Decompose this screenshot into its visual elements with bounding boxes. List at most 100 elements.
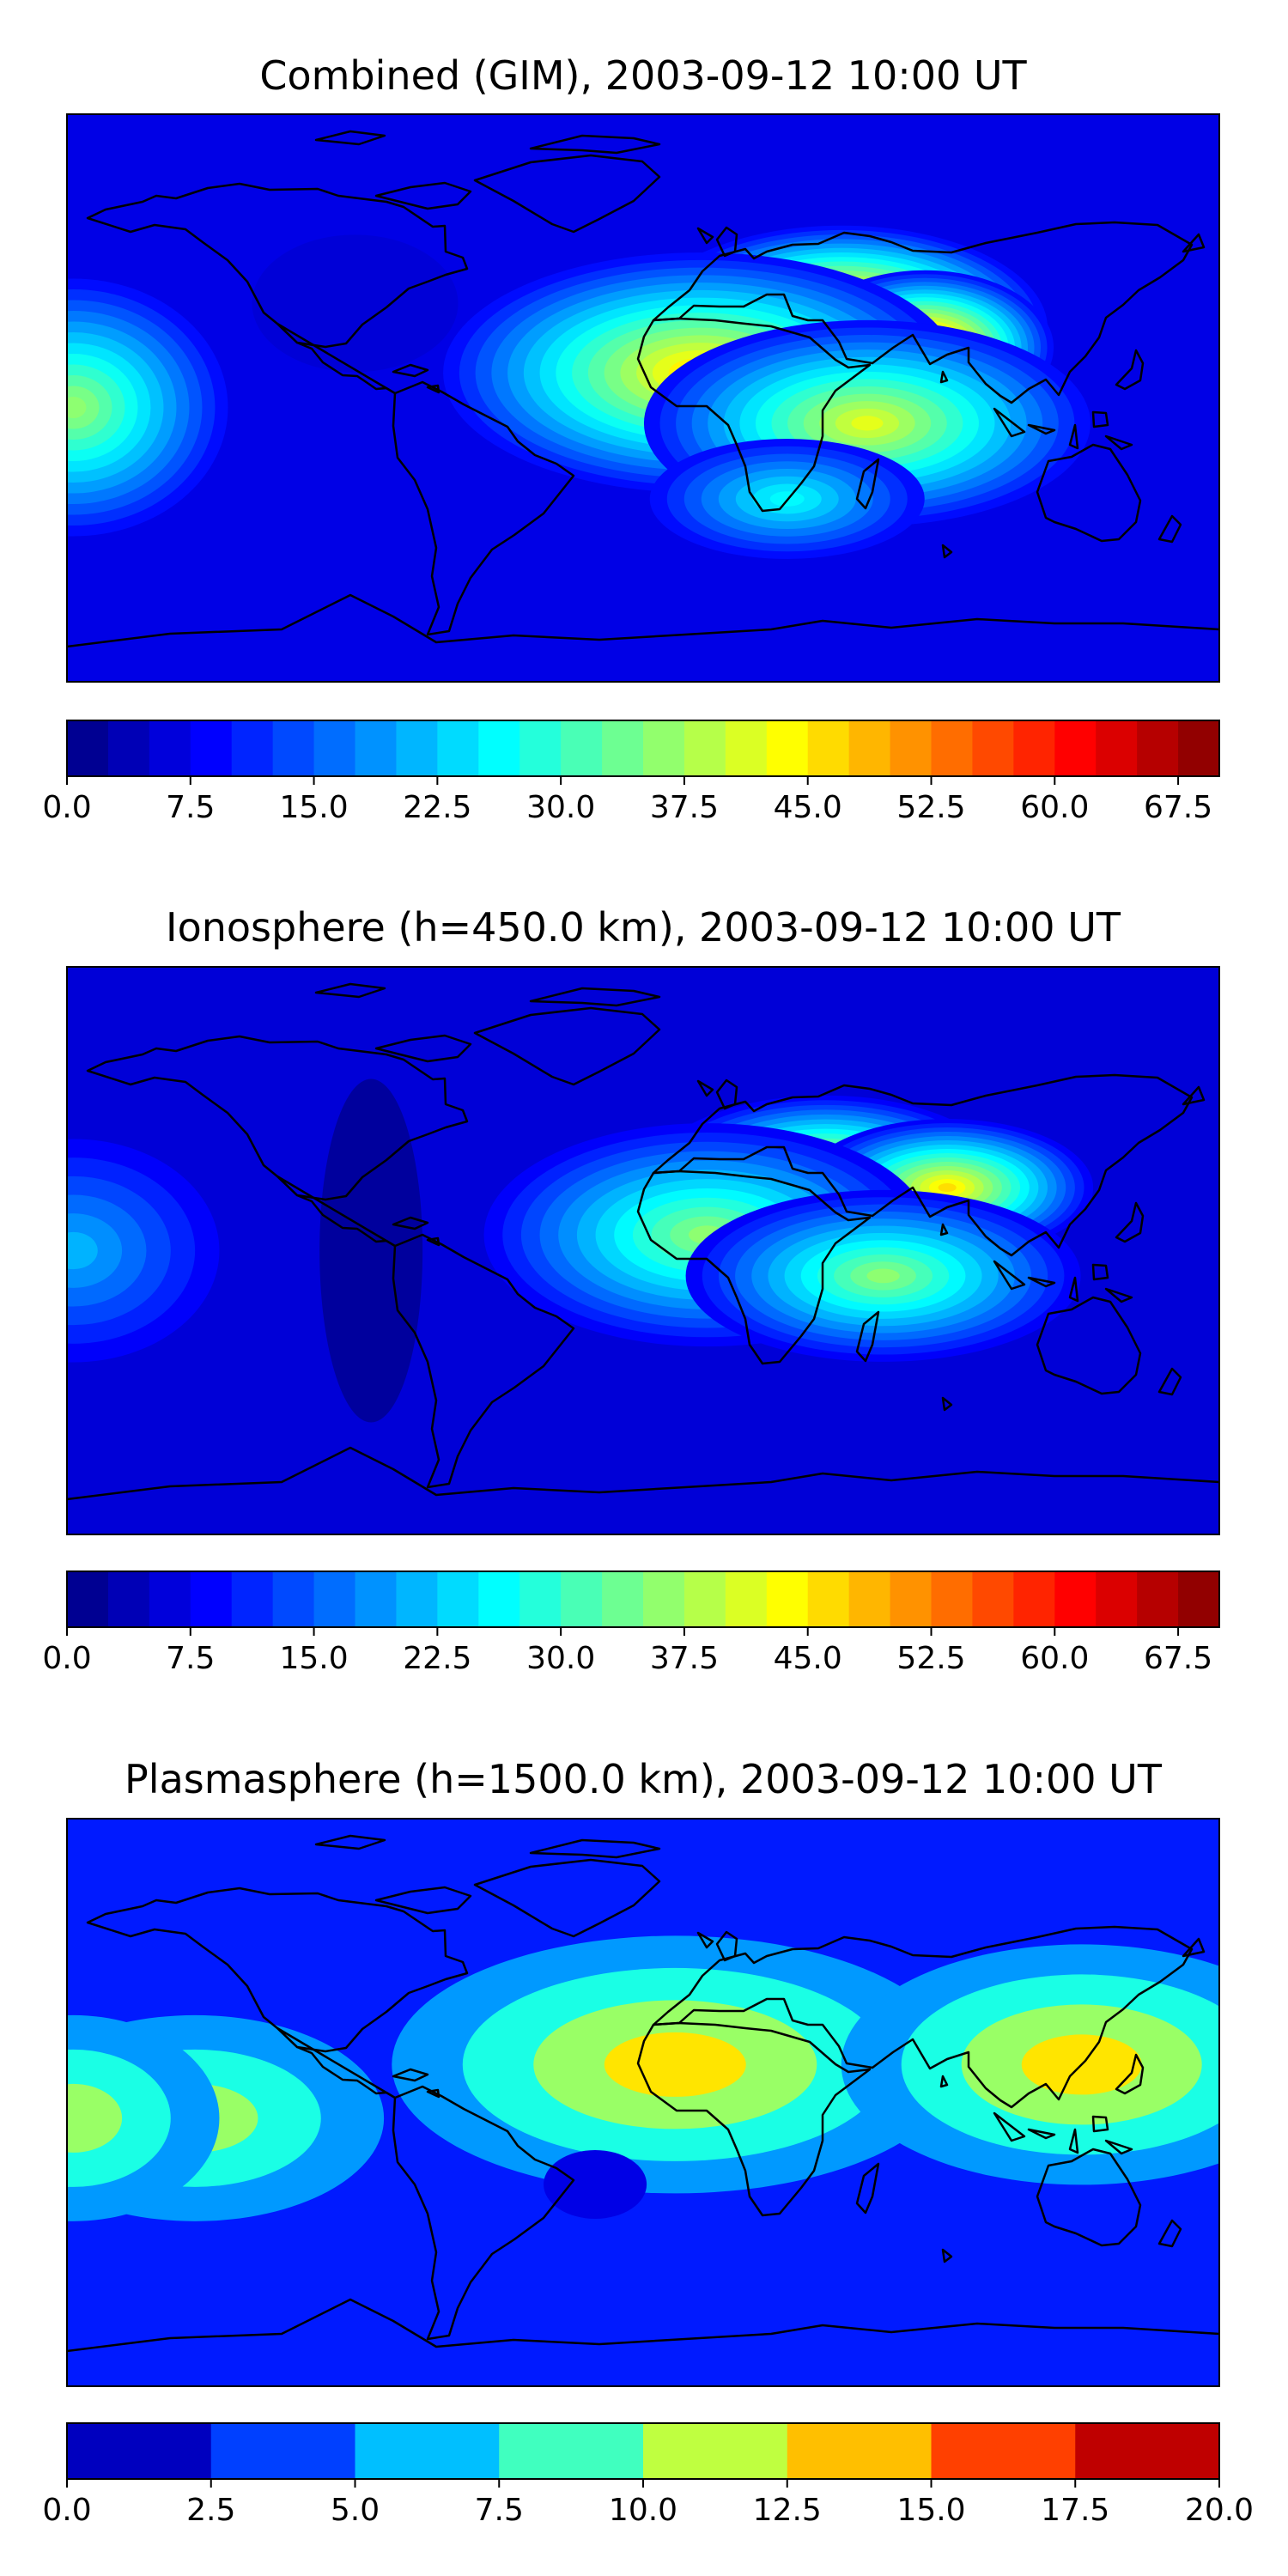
colorbar-segment [807,720,850,776]
colorbar-1: 0.0 7.5 15.0 22.5 30.0 37.5 45.0 52.5 60.0 67.5 [42,720,1220,825]
colorbar-segment [67,1571,109,1627]
colorbar-tick-label: 15.0 [896,2493,965,2528]
colorbar-segment [725,720,768,776]
colorbar-segment [643,720,685,776]
colorbar-tick-label: 0.0 [42,1641,91,1676]
contour-america-minimum [252,234,459,373]
panel-plasmasphere: Plasmasphere (h=1500.0 km), 2003-09-12 1… [42,1756,1254,2528]
colorbar-segment [643,1571,685,1627]
colorbar-segment [683,1571,726,1627]
colorbar-tick-label: 52.5 [896,790,965,825]
colorbar-segment [231,720,274,776]
colorbar-2: 0.0 7.5 15.0 22.5 30.0 37.5 45.0 52.5 60.0 67.5 [42,1571,1220,1676]
colorbar-tick-label: 67.5 [1144,1641,1212,1676]
tec-contours-1 [67,225,1091,560]
colorbar-tick-label: 30.0 [526,790,595,825]
colorbar-tick-label: 60.0 [1020,790,1089,825]
colorbar-segment [848,1571,891,1627]
colorbar-segment [972,720,1014,776]
colorbar-segment [725,1571,768,1627]
colorbar-segment [931,720,974,776]
colorbar-segment [272,1571,315,1627]
colorbar-segment [231,1571,274,1627]
colorbar-tick-label: 20.0 [1185,2493,1254,2528]
colorbar-tick-label: 37.5 [650,1641,719,1676]
colorbar-tick-label: 10.0 [609,2493,677,2528]
colorbar-tick-label: 0.0 [42,790,91,825]
colorbar-segment [602,720,644,776]
colorbar-segment [499,2423,644,2479]
colorbar-segment [210,2423,356,2479]
map-2 [67,967,1219,1534]
colorbar-segment [107,720,150,776]
colorbar-segment [890,720,933,776]
colorbar-tick-label: 7.5 [166,1641,215,1676]
colorbar-tick-label: 5.0 [331,2493,380,2528]
colorbar-segment [313,720,356,776]
colorbar-segment [931,1571,974,1627]
colorbar-tick-label: 17.5 [1041,2493,1109,2528]
colorbar-segment [1075,2423,1220,2479]
colorbar-segment [787,2423,933,2479]
colorbar-segment [1178,720,1220,776]
contour-africa-max [604,2032,746,2097]
colorbar-segment [437,1571,479,1627]
colorbar-tick-label: 7.5 [475,2493,524,2528]
colorbar-segment [683,720,726,776]
colorbar-segment [1137,1571,1179,1627]
colorbar-segment [766,1571,809,1627]
colorbar-segment [355,2423,500,2479]
colorbar-segment [107,1571,150,1627]
colorbar-tick-label: 12.5 [753,2493,822,2528]
colorbar-segment [766,720,809,776]
panel-2-title: Ionosphere (h=450.0 km), 2003-09-12 10:0… [166,904,1121,951]
colorbar-segment [519,1571,562,1627]
colorbar-tick-label: 67.5 [1144,790,1212,825]
colorbar-segment [890,1571,933,1627]
colorbar-segment [313,1571,356,1627]
colorbar-segment [478,1571,520,1627]
colorbar-segment [1013,720,1055,776]
map-3 [67,1819,1219,2386]
colorbar-segment [1054,720,1097,776]
colorbar-segment [396,1571,438,1627]
colorbar-segment [437,720,479,776]
colorbar-segment [931,2423,1076,2479]
colorbar-segment [67,720,109,776]
map-3-frame [66,1818,1220,2387]
colorbar-segment [149,1571,191,1627]
colorbar-tick-label: 15.0 [279,790,348,825]
colorbar-tick-label: 37.5 [650,790,719,825]
colorbar-segment [478,720,520,776]
colorbar-segment [355,1571,398,1627]
tec-contours-3 [67,1935,1219,2221]
colorbar-segment [1137,720,1179,776]
contour-america-minimum [319,1078,423,1423]
colorbar-segment [519,720,562,776]
panel-ionosphere: Ionosphere (h=450.0 km), 2003-09-12 10:0… [42,904,1220,1676]
colorbar-tick-label: 22.5 [403,790,471,825]
colorbar-tick-label: 45.0 [774,1641,842,1676]
colorbar-segment [149,720,191,776]
colorbar-3: 0.0 2.5 5.0 7.5 10.0 12.5 15.0 17.5 20.0 [42,2422,1254,2528]
map-2-frame [66,966,1220,1535]
contour-pacific-west-crest [67,1231,98,1270]
colorbar-segment [396,720,438,776]
contour-pacific-west-crest [67,397,87,419]
colorbar-segment [848,720,891,776]
colorbar-segment [972,1571,1014,1627]
colorbar-segment [1013,1571,1055,1627]
colorbar-segment [807,1571,850,1627]
map-1 [67,114,1219,682]
colorbar-segment [190,1571,233,1627]
contour-indian-ocean [866,1268,900,1284]
colorbar-tick-label: 60.0 [1020,1641,1089,1676]
tec-contours-2 [67,1078,1094,1423]
colorbar-segment [643,2423,788,2479]
colorbar-segment [272,720,315,776]
colorbar-frame [66,720,1220,777]
contour-indian-ocean [851,416,884,431]
panel-3-title: Plasmasphere (h=1500.0 km), 2003-09-12 1… [125,1756,1163,1802]
contour-dateline-west [67,2083,123,2153]
